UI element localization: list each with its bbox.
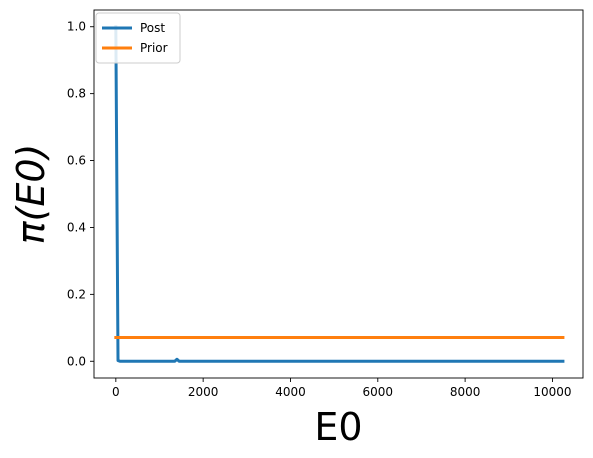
x-tick-label: 2000 <box>188 385 219 399</box>
y-axis-label: π(E0) <box>9 144 53 245</box>
x-axis-label: E0 <box>314 405 362 449</box>
legend-box <box>95 12 181 64</box>
x-tick-label: 6000 <box>363 385 394 399</box>
axes-layer: 0 2000 4000 6000 8000 10000 0.0 0.2 0.4 0.6 0.8 1.0… <box>9 9 584 449</box>
legend-label-prior: Prior <box>140 41 168 55</box>
axes-frame <box>93 9 584 379</box>
legend: Post Prior <box>95 12 181 64</box>
x-tick-label: 10000 <box>533 385 571 399</box>
series-line-post <box>114 25 565 363</box>
series-layer <box>114 25 565 363</box>
y-tick-label: 0.8 <box>67 87 86 101</box>
x-tick-label: 4000 <box>275 385 306 399</box>
y-tick-label: 0.0 <box>67 354 86 368</box>
x-tick-label: 0 <box>112 385 120 399</box>
y-tick-label: 0.4 <box>67 220 86 234</box>
x-tick-label: 8000 <box>450 385 481 399</box>
y-tick-label: 0.6 <box>67 154 86 168</box>
y-tick-label: 0.2 <box>67 287 86 301</box>
plot-area <box>94 10 583 378</box>
y-tick-label: 1.0 <box>67 20 86 34</box>
plot-background <box>94 10 583 378</box>
legend-label-post: Post <box>140 21 165 35</box>
